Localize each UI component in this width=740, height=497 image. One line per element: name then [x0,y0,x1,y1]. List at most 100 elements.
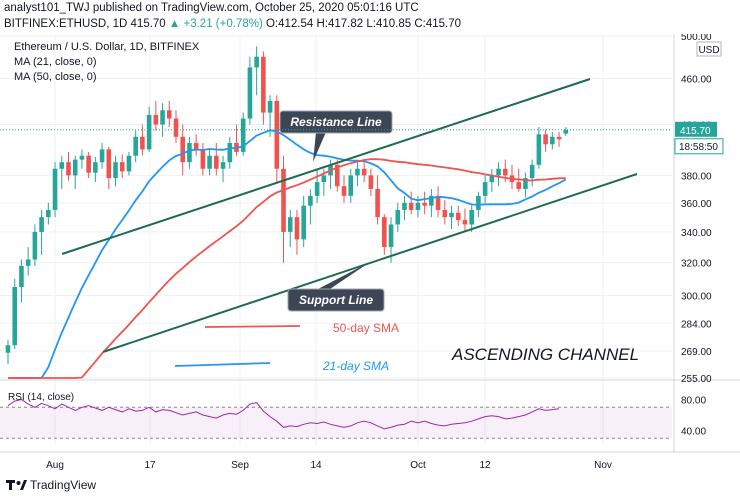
support-callout: Support Line [287,262,385,312]
price-tick-label: 460.00 [681,74,712,85]
candle-body [308,195,313,206]
price-tick-label: 300.00 [681,291,712,302]
moving-averages [8,129,567,379]
rsi-line [7,398,560,430]
candle-body [429,195,434,206]
candle-body [240,118,246,152]
candle-body [321,175,327,183]
candle-body [153,114,159,125]
currency-label: USD [698,45,719,56]
support-callout-label: Support Line [299,293,373,307]
price-chart[interactable]: Resistance Line Support Line 50-day SMA 21-… [0,34,740,474]
candle-body [227,143,233,163]
candle-body [146,114,152,150]
candle-body [301,205,306,240]
candle-body [274,100,280,169]
sma21-sample-line [174,362,271,367]
candle-body [529,164,535,179]
chart-header: analyst101_TWJ published on TradingView.… [0,0,740,34]
price-tick-label: 500.00 [681,34,712,43]
price-tick-label: 340.00 [681,228,712,239]
candle-body [214,155,219,169]
candle-body [5,345,11,353]
time-tick-label: 17 [144,460,156,471]
candle-body [294,217,300,240]
price-tick-label: 360.00 [681,199,712,210]
ohlc-line: BITFINEX:ETHUSD, 1D 415.70 ▲ +3.21 (+0.7… [4,18,461,30]
candle-body [160,110,165,125]
rsi-tick-label: 40.00 [681,427,706,438]
channel-title: ASCENDING CHANNEL [451,345,639,364]
candle-body [556,136,562,140]
candle-body [334,164,340,187]
candle-body [79,155,85,160]
price-change: ▲ +3.21 (+0.78%) [168,18,263,30]
candle-body [126,155,132,172]
candle-body [375,188,380,218]
candle-body [536,134,542,165]
candle-body [247,67,253,119]
candle-body [469,209,474,225]
candles [5,46,569,365]
time-tick-label: Aug [46,460,64,471]
candle-body [489,175,495,183]
support-callout-box [287,288,385,312]
ascending-channel [61,78,638,367]
brand-name: TradingView [30,478,97,492]
candle-body [563,129,569,134]
resistance-callout-box [279,110,393,134]
time-tick-label: 12 [479,460,491,471]
legend-ma50: MA (50, close, 0) [14,71,97,83]
candle-body [523,178,528,189]
candle-body [180,136,186,163]
candle-body [200,149,206,169]
candle-body [12,287,18,346]
candle-body [502,168,508,176]
candle-body [442,209,448,218]
candle-body [207,155,212,169]
legend-ma21: MA (21, close, 0) [14,56,97,68]
candle-body [93,162,98,173]
last-price-badge-label: 415.70 [680,126,711,137]
candle-body [32,231,38,260]
price-tick-label: 269.00 [681,347,712,358]
candle-body [482,182,488,196]
candle-body [281,168,286,232]
candle-body [496,168,501,176]
legend-title: Ethereum / U.S. Dollar, 1D, BITFINEX [14,41,200,53]
candle-body [267,100,273,113]
ma21-line [8,129,567,379]
time-tick-label: Sep [231,460,249,471]
candle-body [341,186,347,196]
candle-body [19,265,24,288]
candle-body [166,110,172,119]
candle-body [261,56,266,113]
price-tick-label: 380.00 [681,171,712,182]
candle-body [382,217,387,248]
support-callout-pointer [318,262,370,289]
candle-body [462,220,468,225]
candle-body [113,162,118,179]
candle-body [52,168,58,210]
candle-body [173,118,179,137]
countdown-badge [674,138,724,155]
candle-body [455,212,461,221]
candle-body [220,162,226,169]
candle-body [550,136,555,145]
candle-body [422,202,427,206]
resistance-callout-pointer [313,132,326,162]
candle-body [408,202,414,210]
price-tick-label: 284.00 [681,319,712,330]
candle-body [254,56,259,68]
rsi-tick-label: 80.00 [681,396,706,407]
sma21-label: 21-day SMA [322,359,389,373]
candle-body [395,209,401,225]
legend-rsi: RSI (14, close) [8,392,74,403]
candle-body [543,134,548,145]
ma50-line [8,158,566,379]
candle-body [106,149,112,179]
last-price: 415.70 [130,18,166,30]
candle-body [59,162,65,169]
candle-body [355,168,360,176]
countdown-label: 18:58:50 [679,142,718,153]
